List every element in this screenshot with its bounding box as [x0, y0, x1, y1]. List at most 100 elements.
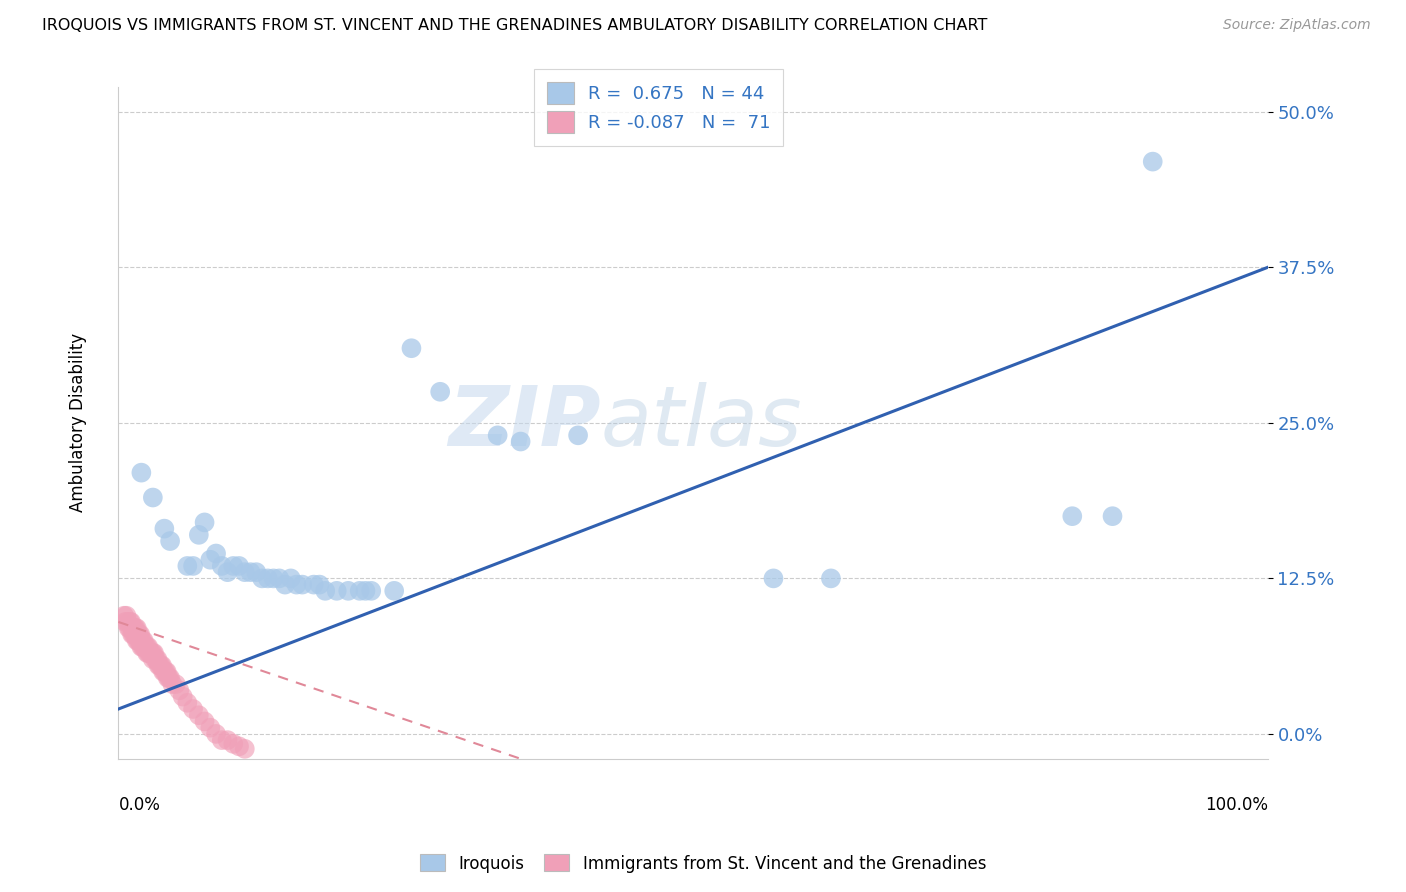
Text: atlas: atlas — [602, 383, 803, 463]
Point — [132, 640, 155, 654]
Point — [314, 583, 336, 598]
Point — [326, 583, 349, 598]
Point — [269, 571, 291, 585]
Legend: R =  0.675   N = 44, R = -0.087   N =  71: R = 0.675 N = 44, R = -0.087 N = 71 — [534, 69, 783, 145]
Point — [820, 571, 842, 585]
Point — [141, 646, 163, 660]
Point — [157, 671, 180, 685]
Point — [156, 665, 179, 679]
Point — [233, 565, 256, 579]
Point — [169, 683, 191, 698]
Point — [222, 558, 245, 573]
Point — [118, 621, 141, 635]
Text: 0.0%: 0.0% — [118, 796, 160, 814]
Point — [124, 627, 146, 641]
Point — [139, 646, 162, 660]
Point — [153, 665, 176, 679]
Point — [245, 565, 267, 579]
Point — [256, 571, 278, 585]
Point — [211, 558, 233, 573]
Point — [187, 528, 209, 542]
Point — [250, 571, 273, 585]
Text: 100.0%: 100.0% — [1205, 796, 1268, 814]
Point — [382, 583, 405, 598]
Point — [181, 702, 204, 716]
Point — [135, 640, 157, 654]
Point — [152, 665, 174, 679]
Point — [165, 677, 187, 691]
Point — [148, 658, 170, 673]
Point — [194, 714, 217, 729]
Point — [1142, 154, 1164, 169]
Point — [115, 608, 138, 623]
Point — [114, 615, 136, 629]
Point — [125, 621, 148, 635]
Text: Source: ZipAtlas.com: Source: ZipAtlas.com — [1223, 18, 1371, 32]
Point — [132, 633, 155, 648]
Point — [567, 428, 589, 442]
Point — [142, 646, 165, 660]
Point — [187, 708, 209, 723]
Point — [263, 571, 285, 585]
Point — [124, 627, 146, 641]
Point — [308, 577, 330, 591]
Point — [205, 547, 228, 561]
Point — [302, 577, 325, 591]
Text: IROQUOIS VS IMMIGRANTS FROM ST. VINCENT AND THE GRENADINES AMBULATORY DISABILITY: IROQUOIS VS IMMIGRANTS FROM ST. VINCENT … — [42, 18, 987, 33]
Point — [176, 696, 198, 710]
Point — [122, 621, 145, 635]
Point — [127, 633, 149, 648]
Point — [127, 627, 149, 641]
Point — [360, 583, 382, 598]
Point — [124, 621, 146, 635]
Point — [143, 646, 166, 660]
Point — [233, 741, 256, 756]
Point — [155, 665, 177, 679]
Point — [291, 577, 314, 591]
Point — [128, 633, 150, 648]
Point — [145, 652, 167, 666]
Point — [354, 583, 377, 598]
Point — [149, 658, 172, 673]
Point — [217, 565, 239, 579]
Point — [125, 633, 148, 648]
Point — [217, 733, 239, 747]
Point — [131, 640, 153, 654]
Point — [285, 577, 308, 591]
Point — [131, 633, 153, 648]
Point — [172, 690, 194, 704]
Point — [153, 522, 176, 536]
Point — [142, 491, 165, 505]
Point — [131, 633, 153, 648]
Point — [143, 652, 166, 666]
Point — [156, 671, 179, 685]
Point — [349, 583, 371, 598]
Point — [129, 633, 152, 648]
Point — [159, 534, 181, 549]
Point — [150, 658, 173, 673]
Point — [146, 652, 169, 666]
Point — [121, 627, 143, 641]
Point — [176, 558, 198, 573]
Point — [162, 677, 184, 691]
Point — [118, 621, 141, 635]
Point — [159, 671, 181, 685]
Point — [205, 727, 228, 741]
Point — [181, 558, 204, 573]
Point — [136, 640, 159, 654]
Text: Ambulatory Disability: Ambulatory Disability — [69, 334, 87, 512]
Point — [194, 516, 217, 530]
Point — [509, 434, 531, 449]
Point — [117, 615, 139, 629]
Point — [1101, 509, 1123, 524]
Point — [239, 565, 262, 579]
Point — [128, 627, 150, 641]
Point — [120, 615, 142, 629]
Point — [136, 646, 159, 660]
Point — [136, 640, 159, 654]
Point — [131, 466, 153, 480]
Point — [486, 428, 509, 442]
Point — [131, 640, 153, 654]
Point — [211, 733, 233, 747]
Point — [228, 558, 250, 573]
